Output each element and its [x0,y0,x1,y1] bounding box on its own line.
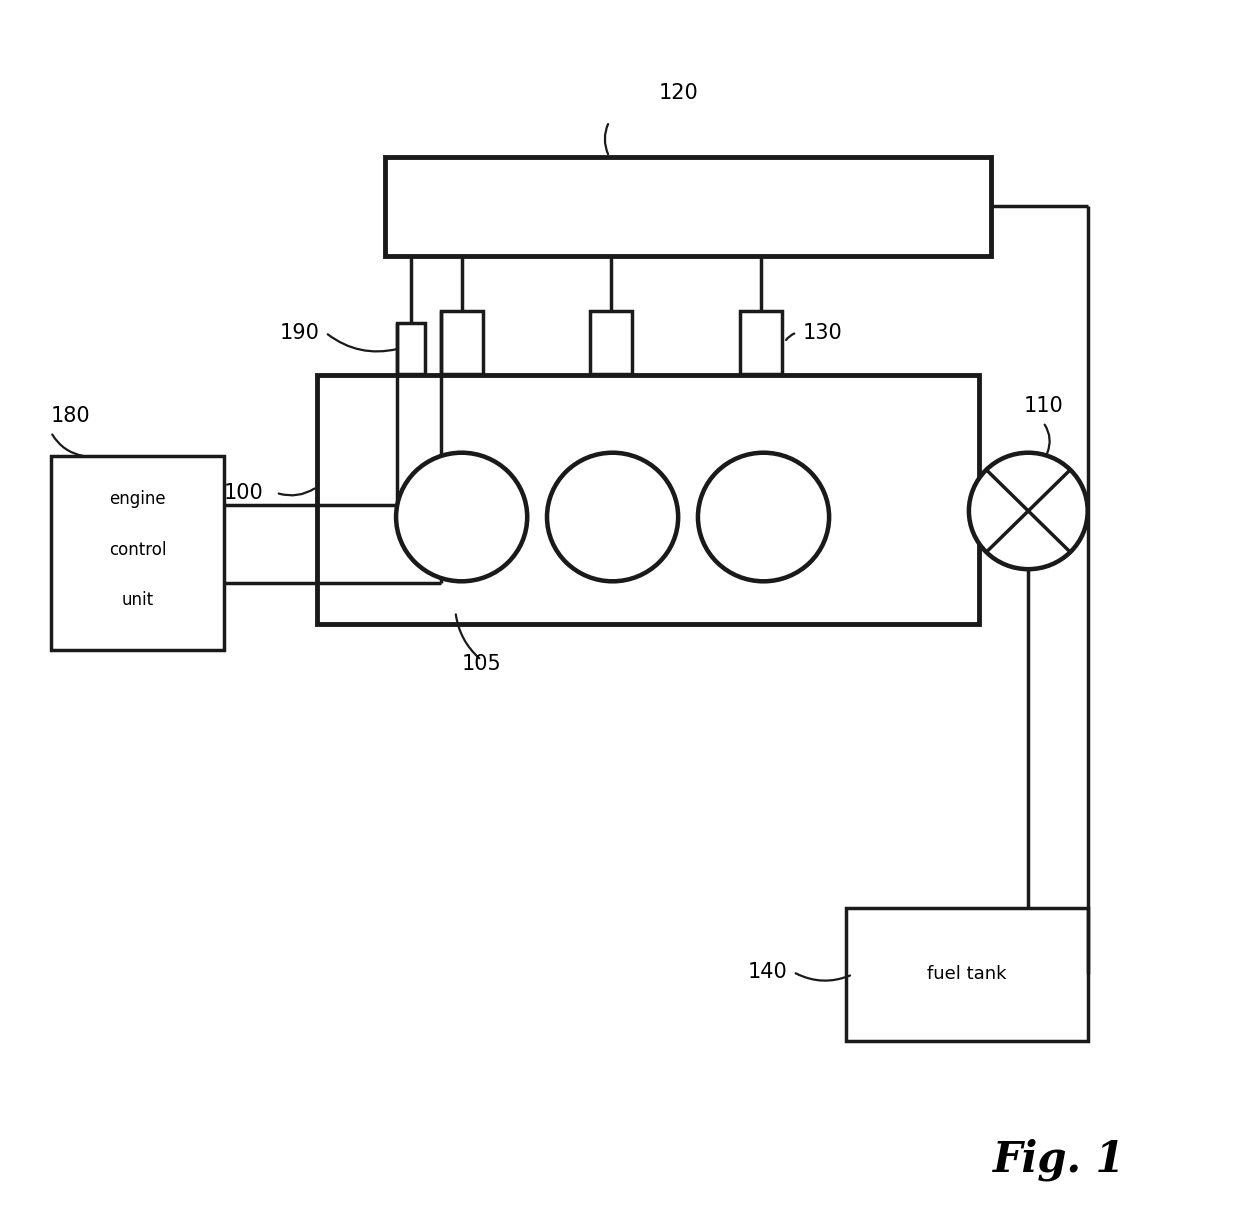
Text: unit: unit [122,591,154,609]
Text: 190: 190 [279,322,320,343]
Bar [317,375,978,624]
Text: 105: 105 [461,654,501,674]
Bar [384,157,991,257]
Circle shape [968,452,1087,569]
Text: engine: engine [109,490,166,508]
Text: Fig. 1: Fig. 1 [993,1138,1126,1181]
Text: 180: 180 [51,406,91,426]
Bar [590,311,632,373]
Text: 140: 140 [748,962,787,983]
Circle shape [547,452,678,581]
Text: control: control [109,541,166,558]
Text: 100: 100 [224,483,264,502]
Text: 130: 130 [804,322,843,343]
Text: 110: 110 [1023,396,1063,416]
Text: 120: 120 [658,84,698,103]
Bar [397,323,424,373]
Circle shape [396,452,527,581]
Bar [740,311,782,373]
Bar [440,311,482,373]
Bar [847,907,1087,1041]
Text: fuel tank: fuel tank [928,966,1007,984]
Circle shape [698,452,830,581]
Bar [51,456,224,651]
